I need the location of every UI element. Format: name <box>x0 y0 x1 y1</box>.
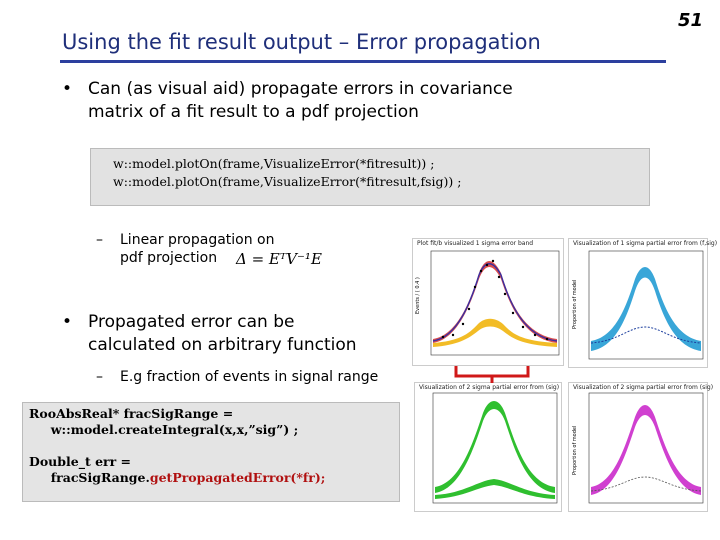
code2-line-1: RooAbsReal* fracSigRange = <box>29 406 234 421</box>
code2-line-4: Double_t err = <box>29 454 136 469</box>
plot-main-svg: Events / ( 0.4 ) <box>415 250 560 356</box>
plot-main-ylabel: Events / ( 0.4 ) <box>415 277 421 314</box>
code-line-1: w::model.plotOn(frame,VisualizeError(*fi… <box>113 156 435 171</box>
page-number: 51 <box>678 10 704 31</box>
code-block-visualize-error: w::model.plotOn(frame,VisualizeError(*fi… <box>90 148 650 206</box>
plot-tr-title: Visualization of 1 sigma partial error f… <box>573 240 718 247</box>
plot-br-dotted-curve <box>590 476 702 492</box>
plot-tr-ylabel: Proportion of model <box>572 280 578 329</box>
plot-main-frame <box>430 250 560 356</box>
code2-line-5: fracSigRange.getPropagatedError(*fr); <box>29 470 326 485</box>
plot-fsig-error: Visualization of 1 sigma partial error f… <box>568 238 717 368</box>
code-line-2: w::model.plotOn(frame,VisualizeError(*fi… <box>113 174 462 189</box>
plot-bl-green-lower-band <box>435 479 555 499</box>
plot-main-fit-curve <box>432 263 558 342</box>
plot-bl-green-upper-band <box>435 401 555 493</box>
sub-bullet-fraction: – E.g fraction of events in signal range <box>96 368 379 386</box>
plot-bl-title: Visualization of 2 sigma partial error f… <box>419 384 560 391</box>
slide-title: Using the fit result output – Error prop… <box>62 30 541 54</box>
plot-bl-frame <box>432 392 558 504</box>
delta-formula: Δ = EᵀV⁻¹E <box>236 250 322 268</box>
plot-main-yellow-band <box>433 318 557 347</box>
plot-tr-svg: Proportion of model <box>572 250 704 360</box>
bullet-1-line1: Can (as visual aid) propagate errors in … <box>88 79 513 99</box>
sub-bullet-fraction-text: E.g fraction of events in signal range <box>120 369 379 385</box>
plot-br-magenta-band <box>591 405 701 495</box>
plot-br-frame <box>588 392 704 504</box>
sub-bullet-linear-line2: pdf projection <box>120 250 218 266</box>
plot-br-ylabel: Proportion of model <box>572 426 578 475</box>
plot-main-fit: Plot fit/b visualized 1 sigma error band… <box>412 238 564 366</box>
bullet-dot: • <box>62 312 73 332</box>
plot-sig-error-green: Visualization of 2 sigma partial error f… <box>414 382 562 512</box>
bullet-1-line2: matrix of a fit result to a pdf projecti… <box>88 102 419 122</box>
bullet-dot: • <box>62 79 73 99</box>
bullet-2-line1: Propagated error can be <box>88 312 295 332</box>
plot-main-red-band <box>433 261 557 343</box>
dash: – <box>96 232 103 248</box>
plot-bl-svg <box>432 392 558 504</box>
plot-sig-error-magenta: Visualization of 2 sigma partial error f… <box>568 382 713 512</box>
signal-range-bracket <box>454 366 530 383</box>
code2-red-call: getPropagatedError(*fr); <box>149 470 326 485</box>
plot-br-svg: Proportion of model <box>572 392 704 504</box>
plot-br-title: Visualization of 2 sigma partial error f… <box>573 384 714 391</box>
plot-tr-frame <box>588 250 704 360</box>
bullet-2-line2: calculated on arbitrary function <box>88 335 357 355</box>
code2-line-2: w::model.createIntegral(x,x,”sig”) ; <box>29 422 299 437</box>
sub-bullet-linear: – Linear propagation on pdf projection <box>96 231 275 267</box>
bullet-1: • Can (as visual aid) propagate errors i… <box>62 78 513 124</box>
code-block-integral: RooAbsReal* fracSigRange = w::model.crea… <box>22 402 400 502</box>
plot-main-points <box>441 259 549 341</box>
dash: – <box>96 369 103 385</box>
code2-line-3 <box>29 438 393 454</box>
sub-bullet-linear-line1: Linear propagation on <box>120 232 275 248</box>
plot-main-title: Plot fit/b visualized 1 sigma error band <box>417 240 534 247</box>
plot-tr-blue-band <box>591 267 701 351</box>
title-underline <box>60 60 666 63</box>
plot-tr-dotted-curve <box>590 326 702 344</box>
bullet-2: • Propagated error can be calculated on … <box>62 311 357 357</box>
